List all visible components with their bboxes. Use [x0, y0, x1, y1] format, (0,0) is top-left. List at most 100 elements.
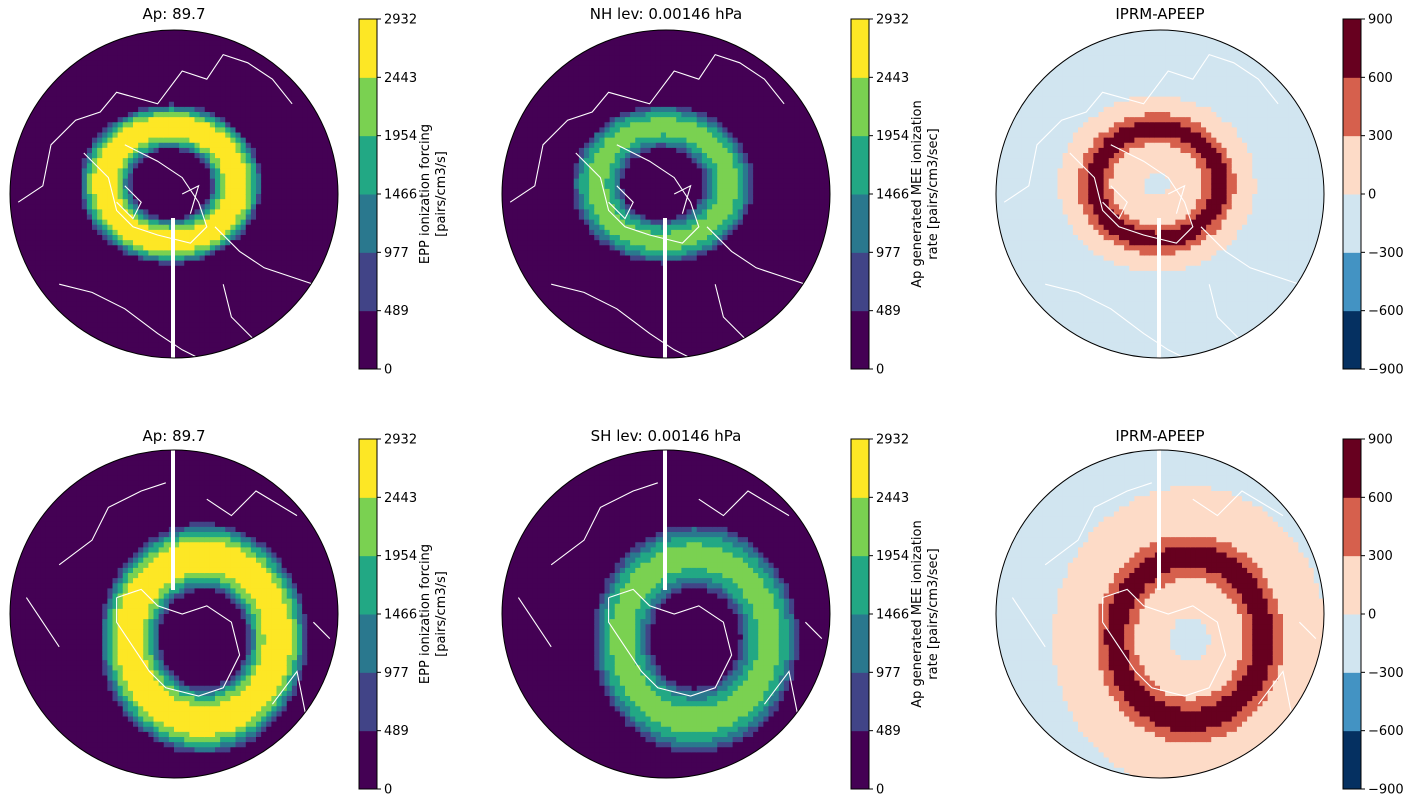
field-cell	[573, 163, 580, 169]
field-cell	[604, 337, 611, 344]
field-cell	[332, 178, 338, 185]
field-cell	[250, 265, 257, 272]
field-cell	[112, 306, 119, 313]
field-cell	[174, 327, 180, 333]
field-cell	[650, 194, 657, 200]
field-cell	[635, 132, 641, 139]
field-cell	[163, 40, 170, 46]
field-cell	[81, 270, 88, 277]
field-cell	[589, 45, 595, 52]
field-cell	[133, 158, 139, 164]
field-cell	[548, 296, 554, 303]
field-cell	[614, 301, 621, 308]
field-cell	[179, 168, 185, 175]
field-cell	[76, 224, 83, 231]
field-cell	[261, 188, 267, 195]
field-cell	[56, 204, 62, 210]
field-cell	[245, 122, 252, 128]
field-cell	[250, 183, 257, 190]
field-cell	[168, 137, 175, 144]
field-cell	[122, 337, 129, 344]
field-cell	[599, 101, 606, 108]
field-cell	[537, 291, 544, 298]
field-cell	[97, 270, 103, 277]
field-cell	[25, 137, 32, 144]
field-cell	[527, 158, 534, 164]
field-cell	[543, 194, 549, 200]
field-cell	[194, 71, 201, 77]
field-cell	[291, 214, 298, 221]
field-cell	[286, 91, 293, 98]
field-cell	[609, 255, 616, 262]
field-cell	[71, 65, 78, 72]
field-cell	[225, 276, 231, 282]
field-cell	[291, 183, 298, 190]
field-cell	[589, 199, 595, 205]
field-cell	[163, 76, 170, 82]
field-cell	[199, 347, 206, 354]
field-cell	[548, 235, 554, 241]
field-cell	[240, 229, 247, 236]
field-cell	[604, 214, 611, 221]
field-cell	[553, 306, 559, 313]
field-cell	[235, 317, 242, 323]
field-cell	[220, 117, 226, 123]
field-cell	[209, 235, 216, 241]
field-cell	[256, 322, 262, 328]
field-cell	[97, 81, 103, 87]
field-cell	[625, 327, 631, 333]
field-cell	[189, 178, 196, 185]
field-cell	[650, 265, 657, 272]
field-cell	[71, 276, 78, 282]
field-cell	[45, 112, 52, 118]
field-cell	[194, 117, 201, 123]
field-cell	[307, 153, 313, 159]
field-cell	[30, 142, 37, 149]
field-cell	[71, 101, 78, 108]
field-cell	[240, 117, 247, 123]
field-cell	[61, 96, 67, 103]
field-cell	[594, 173, 600, 180]
field-cell	[604, 158, 611, 164]
field-cell	[584, 60, 590, 67]
field-cell	[158, 276, 165, 282]
field-cell	[327, 229, 334, 236]
field-cell	[76, 96, 83, 103]
field-cell	[199, 60, 206, 67]
field-cell	[317, 229, 324, 236]
field-cell	[76, 209, 83, 216]
field-cell	[230, 219, 237, 226]
field-cell	[138, 153, 144, 159]
field-cell	[619, 214, 626, 221]
field-cell	[148, 91, 155, 98]
field-cell	[589, 178, 595, 185]
field-cell	[625, 311, 631, 318]
field-cell	[589, 296, 595, 303]
field-cell	[163, 91, 170, 98]
field-cell	[532, 214, 539, 221]
field-cell	[25, 168, 32, 175]
field-cell	[127, 178, 134, 185]
field-cell	[291, 204, 298, 210]
field-cell	[594, 306, 600, 313]
field-cell	[153, 270, 160, 277]
field-cell	[573, 71, 580, 77]
field-cell	[174, 240, 180, 246]
field-cell	[76, 270, 83, 277]
field-cell	[153, 153, 160, 159]
field-cell	[256, 132, 262, 139]
field-cell	[127, 40, 134, 46]
field-cell	[614, 291, 621, 298]
field-cell	[97, 224, 103, 231]
field-cell	[650, 50, 657, 57]
field-cell	[256, 117, 262, 123]
field-cell	[184, 332, 190, 339]
field-cell	[199, 332, 206, 339]
field-cell	[215, 291, 221, 298]
field-cell	[92, 112, 98, 118]
field-cell	[81, 260, 88, 267]
field-cell	[61, 91, 67, 98]
field-cell	[297, 173, 303, 180]
field-cell	[245, 101, 252, 108]
field-cell	[209, 35, 216, 41]
